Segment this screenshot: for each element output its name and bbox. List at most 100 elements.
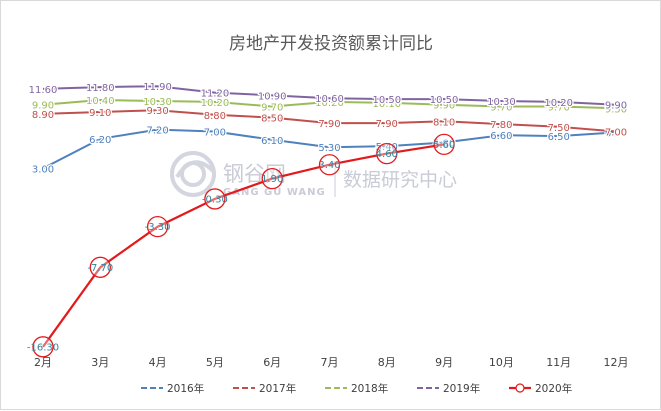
data-point (376, 142, 398, 165)
series-line (42, 128, 617, 170)
x-axis: 2月 3月 4月 5月 6月 7月 8月 9月 10月 11月 12月 (34, 356, 629, 369)
data-label: 4.60 (376, 149, 398, 160)
data-label: 7.20 (146, 126, 168, 137)
data-label: 9.50 (605, 104, 627, 115)
data-label: 10.10 (372, 99, 401, 110)
legend-item: 2018年 (325, 382, 388, 395)
chart-title: 房地产开发投资额累计同比 (229, 34, 433, 54)
data-label: 10.90 (258, 91, 287, 102)
watermark: 钢谷网 GANG GU WANG 数据研究中心 (170, 151, 457, 198)
legend-item: 2016年 (141, 382, 204, 395)
data-label: 9.90 (32, 101, 54, 112)
data-label: 8.50 (261, 114, 283, 125)
data-label: 10.20 (544, 98, 573, 109)
data-label: -0.30 (202, 194, 228, 205)
x-tick-label: 6月 (263, 356, 281, 369)
series-2: 8.90 9.10 9.30 8.80 8.50 7.90 7.90 8.10 7.80 7.50… (31, 105, 629, 140)
data-label: 8.90 (32, 110, 54, 121)
data-label: 9.10 (89, 108, 111, 119)
legend-marker (515, 383, 525, 393)
legend-item: 2019年 (417, 382, 480, 395)
legend-item: 2020年 (509, 382, 572, 395)
data-point (433, 133, 455, 156)
watermark-cn: 钢谷网 (223, 162, 286, 186)
data-label: 9.70 (490, 103, 512, 114)
data-label: 8.80 (204, 111, 226, 122)
data-label: 6.50 (548, 132, 570, 143)
data-label: 6.20 (89, 135, 111, 146)
watermark-logo-icon (170, 151, 216, 197)
data-label: 9.70 (548, 103, 570, 114)
data-point (32, 336, 54, 358)
series-3: 9.90 10.40 10.30 10.20 9.70 10.20 10.10 9.90 9.7… (31, 95, 629, 117)
data-label: 10.60 (315, 94, 344, 105)
data-label: 10.30 (487, 97, 516, 108)
data-label: 7.80 (490, 120, 512, 131)
data-label: 10.30 (143, 97, 172, 108)
data-label: 6.10 (261, 136, 283, 147)
data-label: 7.00 (204, 127, 226, 138)
legend-label: 2016年 (167, 382, 204, 395)
series-5: -16.30 -7.70 -3.30 -0.30 1.90 3.40 4.60 5.60 (27, 133, 455, 358)
data-label: 9.90 (433, 101, 455, 112)
data-label: 9.70 (261, 103, 283, 114)
watermark-en: GANG GU WANG (223, 187, 326, 198)
legend-label: 2019年 (443, 382, 480, 395)
x-tick-label: 5月 (206, 356, 224, 369)
x-tick-label: 4月 (149, 356, 167, 369)
data-label: 5.40 (376, 142, 398, 153)
legend-item: 2017年 (233, 382, 296, 395)
data-label: 5.80 (433, 139, 455, 150)
x-tick-label: 12月 (604, 356, 629, 369)
data-label: 3.40 (318, 160, 340, 171)
x-tick-label: 10月 (489, 356, 514, 369)
x-tick-label: 11月 (546, 356, 571, 369)
x-tick-label: 7月 (321, 356, 339, 369)
data-label: 7.90 (318, 119, 340, 130)
data-label: 9.30 (146, 106, 168, 117)
legend-label: 2017年 (259, 382, 296, 395)
data-point (89, 256, 111, 278)
data-point (146, 216, 169, 238)
data-label: 11.90 (143, 82, 172, 93)
data-label: 10.50 (372, 95, 401, 106)
data-label: 11.60 (29, 85, 58, 96)
data-label: -3.30 (145, 222, 171, 233)
series-4: 11.60 11.80 11.90 11.20 10.90 10.60 10.50 10.50… (27, 81, 628, 113)
x-tick-label: 2月 (34, 356, 52, 369)
data-label: 6.60 (490, 131, 512, 142)
data-label: 5.30 (318, 143, 340, 154)
data-label: 7.50 (548, 123, 570, 134)
data-label: 10.40 (86, 96, 115, 107)
data-label: 11.80 (86, 83, 115, 94)
x-tick-label: 3月 (91, 356, 109, 369)
series-layer: 3.00 6.20 7.20 7.00 6.10 5.30 5.40 5.80 6.60 6.50… (27, 81, 629, 358)
data-label: -7.70 (87, 263, 113, 274)
data-point (318, 154, 341, 176)
watermark-tagline: 数据研究中心 (343, 169, 457, 191)
legend: 2016年 2017年 2018年 2019年 2020年 (141, 382, 572, 395)
series-line (42, 85, 617, 106)
data-label: 11.20 (201, 89, 230, 100)
data-point (261, 167, 283, 190)
series-line (42, 109, 617, 133)
data-label: 10.20 (201, 98, 230, 109)
data-label: 1.90 (261, 174, 283, 185)
data-label: 10.20 (315, 98, 344, 109)
data-label: 10.50 (430, 95, 459, 106)
data-label: 7.00 (605, 127, 627, 138)
data-point (204, 188, 226, 210)
legend-label: 2018年 (351, 382, 388, 395)
data-label: 8.10 (433, 117, 455, 128)
data-label: 9.90 (605, 101, 627, 112)
data-label: 5.60 (433, 140, 455, 151)
x-tick-label: 8月 (378, 356, 396, 369)
data-label: 3.00 (32, 164, 54, 175)
data-label: -16.30 (27, 342, 59, 353)
data-label: 7.90 (376, 119, 398, 130)
legend-label: 2020年 (535, 382, 572, 395)
series-line (42, 98, 617, 110)
x-tick-label: 9月 (435, 356, 453, 369)
